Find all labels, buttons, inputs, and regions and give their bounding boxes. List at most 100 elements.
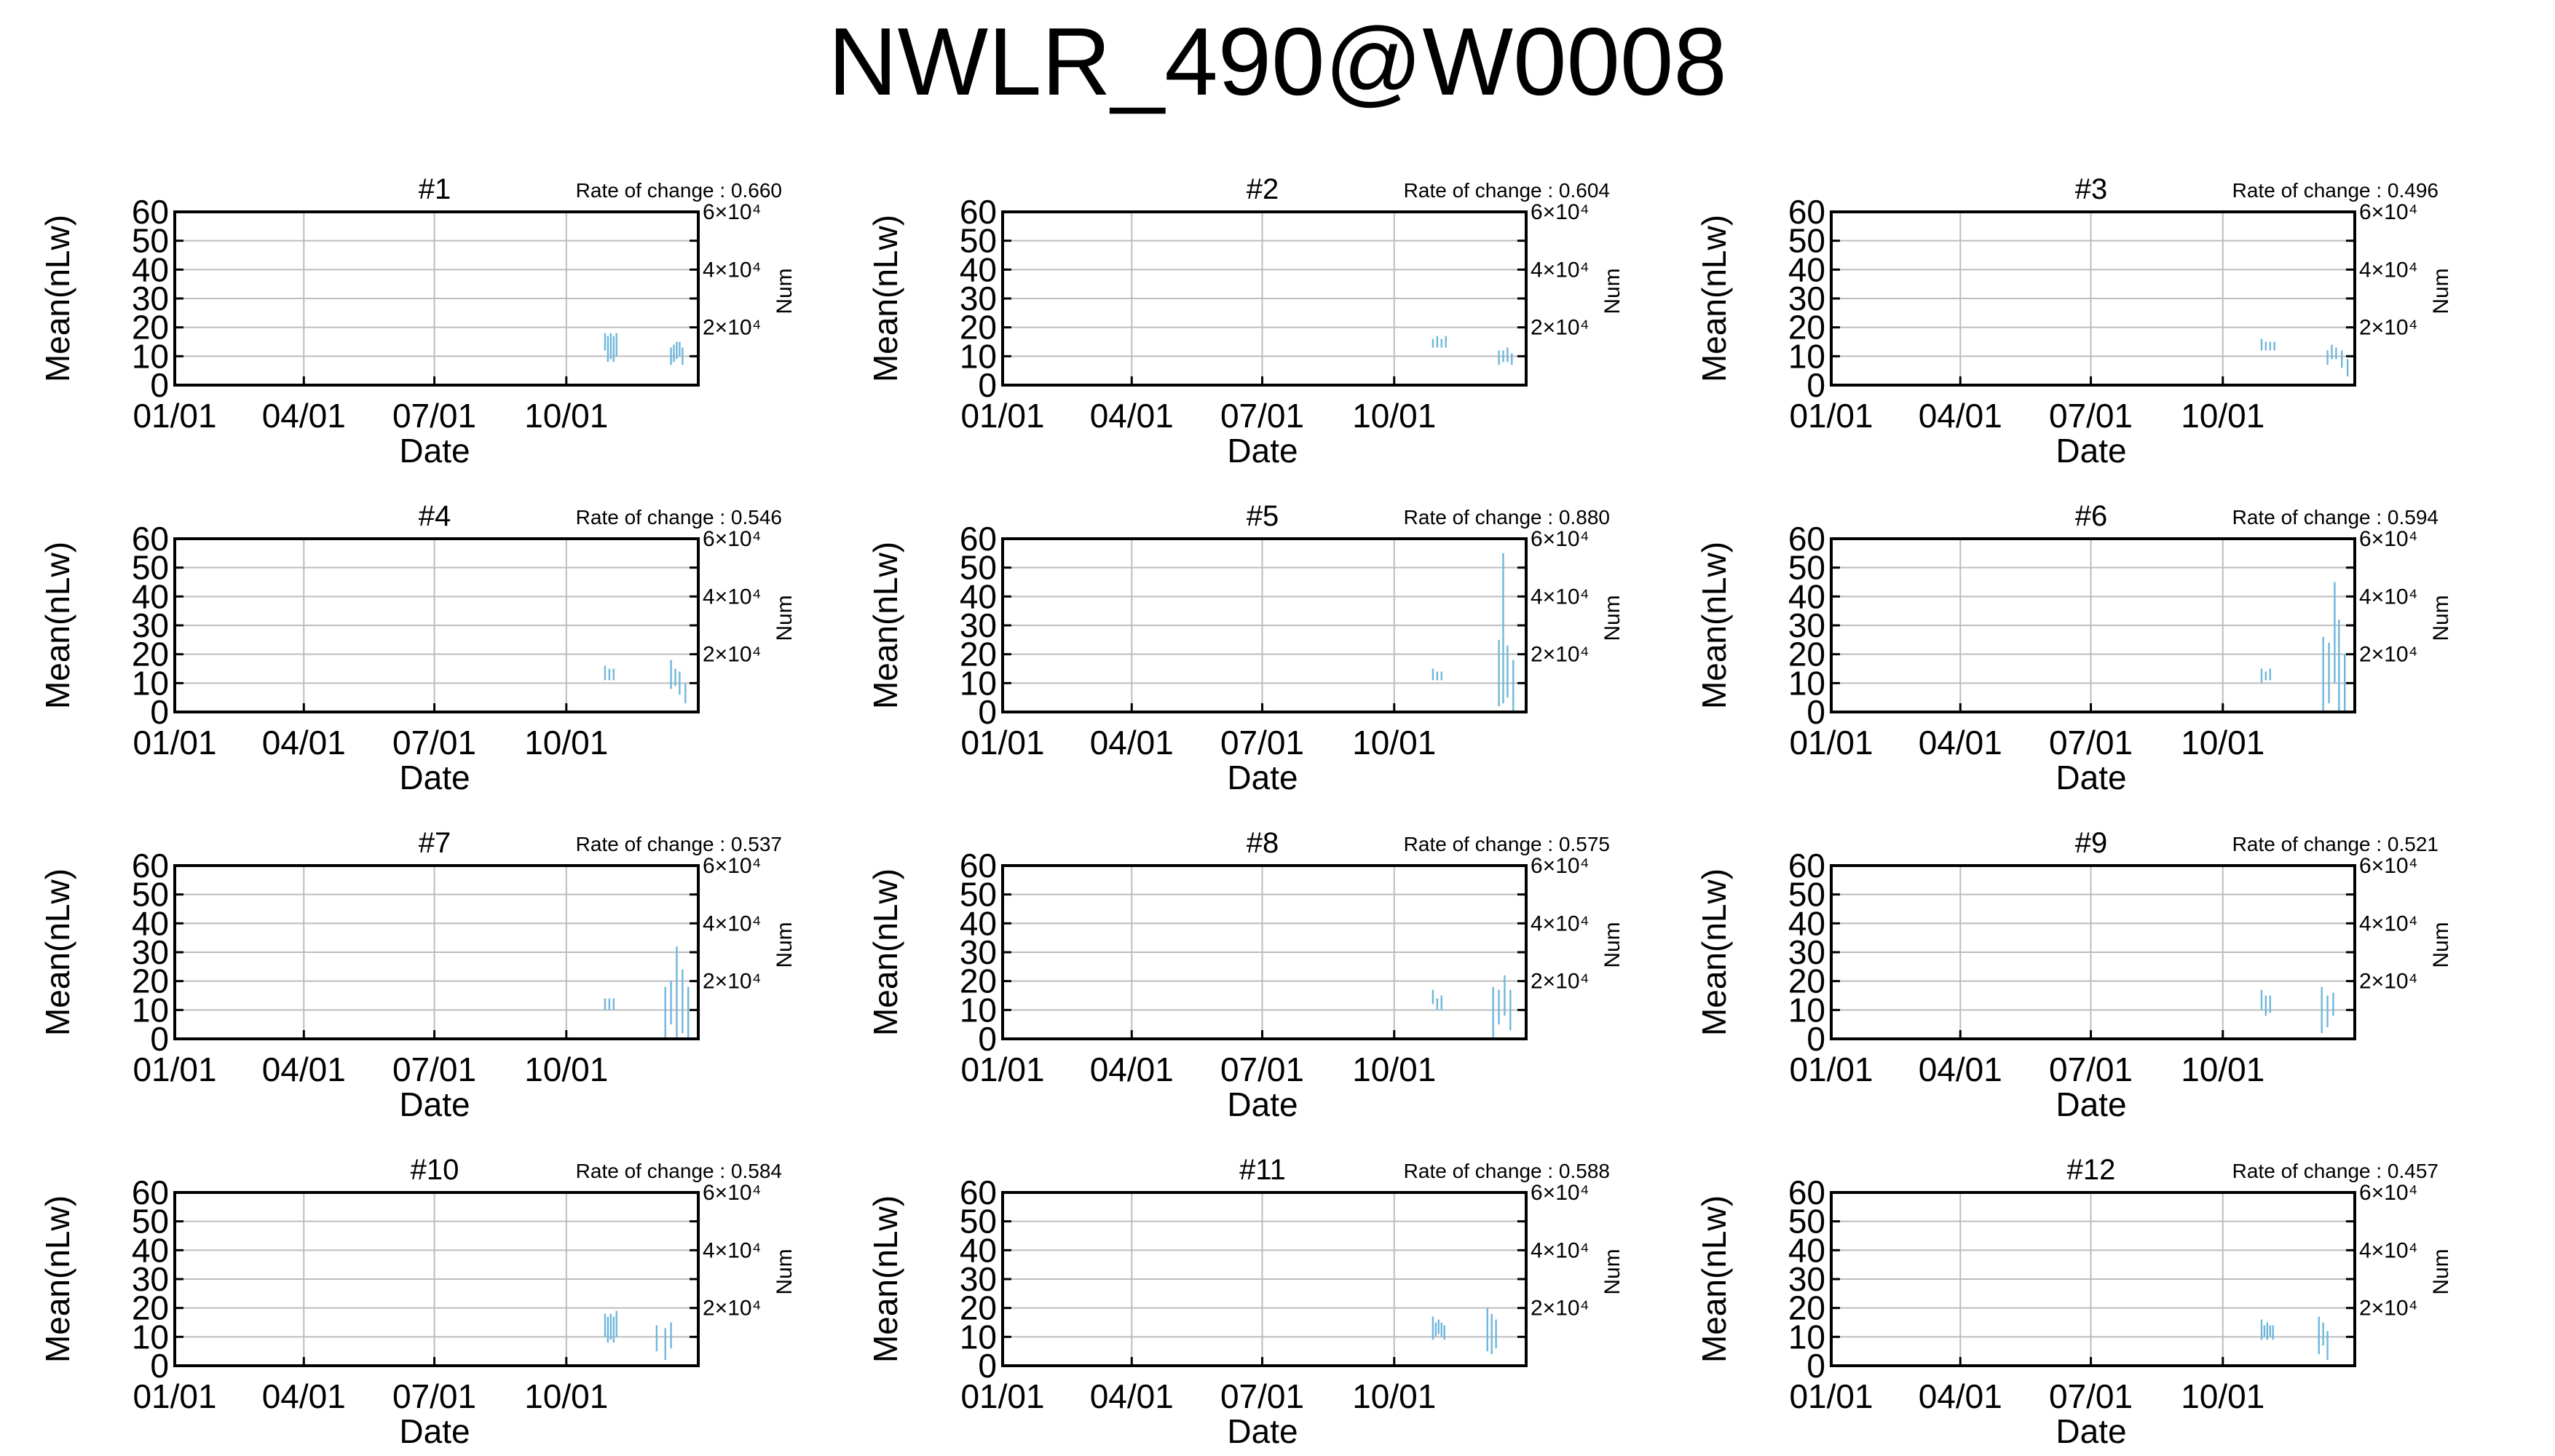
y-tick-label: 20 xyxy=(1788,636,1825,673)
y2-tick-label: 2×10⁴ xyxy=(2359,643,2417,667)
x-tick-label: 07/01 xyxy=(1220,724,1304,761)
x-tick-label: 10/01 xyxy=(2181,397,2264,435)
y-tick-label: 20 xyxy=(132,1289,169,1327)
y-tick-label: 0 xyxy=(978,1020,997,1058)
y2-tick-label: 4×10⁴ xyxy=(703,911,761,935)
y2-tick-label: 2×10⁴ xyxy=(1531,643,1589,667)
y-tick-label: 0 xyxy=(978,366,997,404)
panel-title: #4 xyxy=(419,500,451,532)
rate-of-change: Rate of change : 0.880 xyxy=(1404,506,1610,529)
y2-axis-label: Num xyxy=(2429,922,2453,968)
x-axis-label: Date xyxy=(1227,759,1298,796)
x-tick-label: 07/01 xyxy=(392,1051,476,1088)
y2-tick-label: 4×10⁴ xyxy=(1531,585,1589,609)
x-tick-label: 10/01 xyxy=(1352,397,1436,435)
x-tick-label: 01/01 xyxy=(133,1377,216,1415)
y-tick-label: 20 xyxy=(1788,309,1825,347)
y-axis-label: Mean(nLw) xyxy=(866,1195,904,1363)
x-tick-label: 01/01 xyxy=(1789,1051,1873,1088)
x-tick-label: 07/01 xyxy=(1220,1051,1304,1088)
y-tick-label: 60 xyxy=(960,1174,997,1211)
y-tick-label: 0 xyxy=(1806,693,1825,731)
y2-tick-label: 2×10⁴ xyxy=(2359,1297,2417,1321)
y-tick-label: 20 xyxy=(132,309,169,347)
y2-tick-label: 6×10⁴ xyxy=(1531,854,1589,878)
rate-of-change: Rate of change : 0.521 xyxy=(2232,833,2438,855)
y-tick-label: 0 xyxy=(1806,1347,1825,1385)
x-tick-label: 10/01 xyxy=(524,397,608,435)
y2-axis-label: Num xyxy=(1600,595,1624,641)
x-tick-label: 01/01 xyxy=(133,1051,216,1088)
y-tick-label: 10 xyxy=(960,991,997,1029)
y2-tick-label: 2×10⁴ xyxy=(703,316,761,340)
x-tick-label: 07/01 xyxy=(392,1377,476,1415)
rate-of-change: Rate of change : 0.660 xyxy=(576,179,782,202)
x-axis-label: Date xyxy=(2056,432,2126,470)
y2-axis-label: Num xyxy=(773,268,797,314)
y-tick-label: 50 xyxy=(960,1203,997,1241)
x-axis-label: Date xyxy=(2056,1085,2126,1123)
y-tick-label: 30 xyxy=(132,280,169,317)
y-tick-label: 50 xyxy=(132,1203,169,1241)
y-tick-label: 10 xyxy=(1788,991,1825,1029)
y-axis-label: Mean(nLw) xyxy=(39,542,76,709)
y-tick-label: 10 xyxy=(132,664,169,702)
rate-of-change: Rate of change : 0.604 xyxy=(1404,179,1610,202)
y-tick-label: 20 xyxy=(960,962,997,1000)
x-tick-label: 10/01 xyxy=(524,1051,608,1088)
x-tick-label: 10/01 xyxy=(524,1377,608,1415)
y2-tick-label: 2×10⁴ xyxy=(2359,316,2417,340)
y-tick-label: 40 xyxy=(132,1231,169,1269)
x-tick-label: 01/01 xyxy=(960,1377,1044,1415)
y2-axis-label: Num xyxy=(2429,268,2453,314)
y2-axis-label: Num xyxy=(1600,1249,1624,1294)
x-tick-label: 04/01 xyxy=(262,724,346,761)
y-tick-label: 0 xyxy=(978,693,997,731)
y-axis-label: Mean(nLw) xyxy=(866,542,904,709)
y-tick-label: 50 xyxy=(1788,1203,1825,1241)
x-tick-label: 04/01 xyxy=(262,397,346,435)
y2-tick-label: 4×10⁴ xyxy=(1531,1238,1589,1262)
y-tick-label: 0 xyxy=(150,366,169,404)
y-axis-label: Mean(nLw) xyxy=(866,869,904,1036)
y2-tick-label: 6×10⁴ xyxy=(703,1181,761,1205)
y-tick-label: 30 xyxy=(960,606,997,644)
y-tick-label: 50 xyxy=(1788,549,1825,587)
x-axis-label: Date xyxy=(1227,432,1298,470)
y-tick-label: 40 xyxy=(132,577,169,615)
x-tick-label: 01/01 xyxy=(960,1051,1044,1088)
y-tick-label: 60 xyxy=(132,1174,169,1211)
y2-tick-label: 4×10⁴ xyxy=(703,258,761,282)
y-tick-label: 50 xyxy=(960,222,997,260)
y2-tick-label: 6×10⁴ xyxy=(703,527,761,551)
panel-title: #11 xyxy=(1239,1154,1286,1186)
y-tick-label: 0 xyxy=(150,693,169,731)
y2-tick-label: 2×10⁴ xyxy=(703,643,761,667)
y-tick-label: 30 xyxy=(1788,933,1825,971)
y2-tick-label: 6×10⁴ xyxy=(2359,527,2417,551)
page-title: NWLR_490@W0008 xyxy=(828,8,1727,115)
y-tick-label: 30 xyxy=(1788,1260,1825,1298)
y-tick-label: 0 xyxy=(1806,1020,1825,1058)
y2-tick-label: 6×10⁴ xyxy=(703,200,761,224)
y2-tick-label: 4×10⁴ xyxy=(1531,911,1589,935)
y2-tick-label: 4×10⁴ xyxy=(703,1238,761,1262)
y-tick-label: 20 xyxy=(1788,962,1825,1000)
panel-title: #7 xyxy=(419,827,451,859)
y2-tick-label: 4×10⁴ xyxy=(2359,911,2417,935)
y-tick-label: 0 xyxy=(150,1020,169,1058)
panel-title: #10 xyxy=(411,1154,459,1186)
x-tick-label: 10/01 xyxy=(1352,724,1436,761)
y2-axis-label: Num xyxy=(2429,1249,2453,1294)
y-tick-label: 40 xyxy=(132,250,169,288)
x-axis-label: Date xyxy=(2056,759,2126,796)
x-tick-label: 04/01 xyxy=(1090,1051,1174,1088)
panel-title: #9 xyxy=(2075,827,2108,859)
